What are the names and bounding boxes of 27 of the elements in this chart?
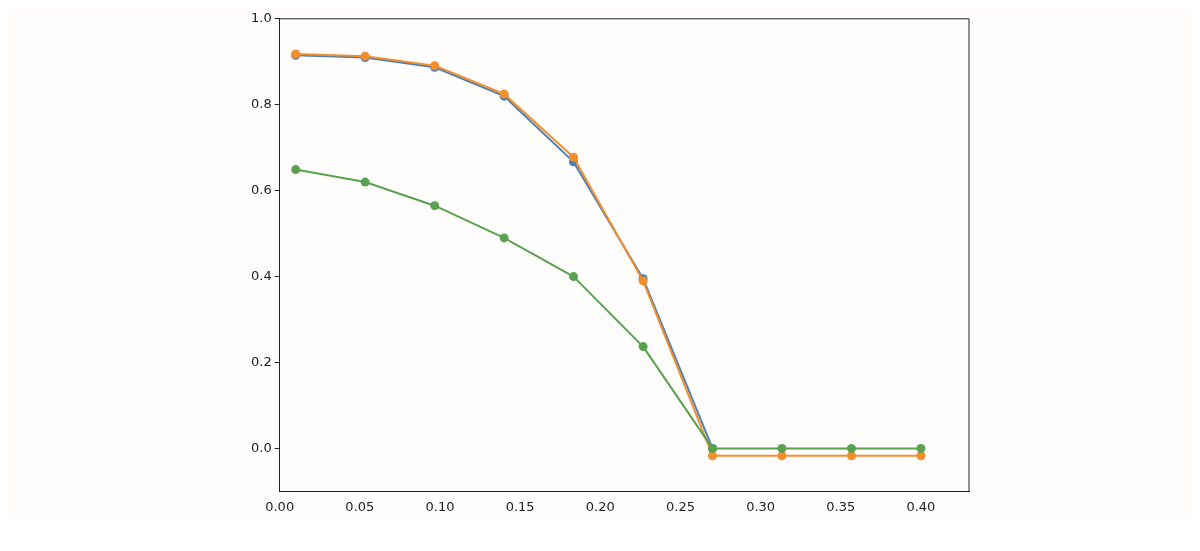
point (916, 443, 926, 453)
x-tick-label: 0.30 (746, 498, 776, 514)
point (569, 152, 579, 162)
y-tick-label: 0.8 (250, 96, 272, 112)
y-tick-label: 0.4 (250, 267, 272, 283)
point (569, 272, 579, 282)
point (360, 177, 370, 187)
point (708, 451, 718, 461)
x-tick-label: 0.25 (665, 498, 695, 514)
point (846, 443, 856, 453)
y-tick-label: 1.0 (250, 10, 272, 26)
point (846, 451, 856, 461)
x-tick-label: 0.10 (425, 498, 455, 514)
y-tick-label: 0.2 (250, 353, 272, 369)
x-tick-label: 0.35 (826, 498, 856, 514)
point (499, 233, 509, 243)
x-tick-label: 0.20 (585, 498, 615, 514)
y-tick-label: 0.6 (250, 182, 272, 198)
x-tick-label: 0.05 (345, 498, 375, 514)
x-tick-label: 0.15 (505, 498, 535, 514)
point (777, 443, 787, 453)
x-tick-label: 0.00 (265, 498, 295, 514)
point (291, 165, 301, 175)
y-tick-label: 0.0 (250, 439, 272, 455)
x-tick-label: 0.40 (906, 498, 936, 514)
point (430, 201, 440, 211)
point (638, 342, 648, 352)
